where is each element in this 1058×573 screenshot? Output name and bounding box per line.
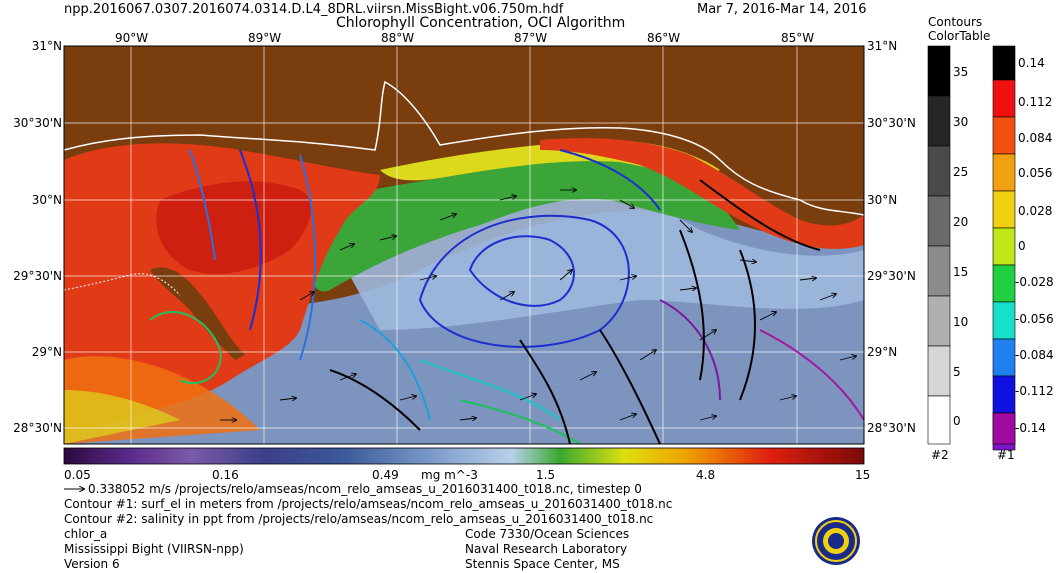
colorbar-tick: 0.05 (64, 468, 91, 482)
contour2-source: Contour #2: salinity in ppt from /projec… (64, 512, 654, 526)
ssh-tick: -0.056 (1015, 312, 1054, 326)
org-code: Code 7330/Ocean Sciences (465, 527, 630, 541)
ssh-tick: 0.112 (1018, 95, 1053, 109)
east-coastal-red (540, 138, 864, 249)
salinity-tick: 35 (953, 65, 969, 79)
salinity-tick: 15 (953, 265, 969, 279)
lon-label: 90°W (115, 31, 149, 45)
salinity-tick: 5 (953, 365, 961, 379)
ssh-tick: -0.14 (1015, 421, 1047, 435)
ssh-tick: 0.14 (1018, 56, 1045, 70)
plume-yellow (64, 390, 180, 444)
version-label: Version 6 (64, 557, 120, 571)
delta-land (150, 267, 245, 360)
ssh-colortable (992, 45, 1016, 451)
lon-label: 86°W (647, 31, 681, 45)
org-location: Stennis Space Center, MS (465, 557, 620, 571)
current-vectors (220, 190, 856, 420)
lat-label-right: 29°30'N (867, 269, 916, 283)
colorbar-tick: 0.16 (212, 468, 239, 482)
salinity-tick: 25 (953, 165, 969, 179)
ssh-tick: -0.028 (1015, 275, 1054, 289)
nrl-seal-logo (812, 517, 860, 565)
region-name: Mississippi Bight (VIIRSN-npp) (64, 542, 244, 556)
lat-label-right: 28°30'N (867, 421, 916, 435)
lon-label: 89°W (248, 31, 282, 45)
ssh-tick: 0 (1018, 239, 1026, 253)
lon-label: 87°W (514, 31, 548, 45)
ssh-tick: 0.084 (1018, 131, 1053, 145)
colortable-title: ColorTable (928, 29, 991, 43)
lat-label-left: 29°30'N (13, 269, 62, 283)
colorbar-tick: 4.8 (696, 468, 716, 482)
vector-scale-text: 0.338052 m/s /projects/relo/amseas/ncom_… (88, 482, 642, 496)
org-name: Naval Research Laboratory (465, 542, 628, 556)
lat-label-right: 30°N (867, 193, 898, 207)
graticule (64, 46, 864, 444)
ssh-tick: -0.112 (1015, 384, 1054, 398)
salinity-tick: 30 (953, 115, 969, 129)
salinity-colortable (927, 45, 951, 445)
salinity-tick: 10 (953, 315, 969, 329)
contours (149, 149, 864, 444)
colorbar-unit: mg m^-3 (421, 468, 478, 482)
lat-label-left: 31°N (31, 39, 62, 53)
lon-label: 88°W (381, 31, 415, 45)
ssh-tick: 0.056 (1018, 166, 1053, 180)
shelf-green (300, 157, 740, 292)
ssh-tick: -0.084 (1015, 348, 1054, 362)
lat-label-right: 30°30'N (867, 116, 916, 130)
lon-label: 85°W (781, 31, 815, 45)
colorbar-tick: 1.5 (536, 468, 556, 482)
contour1-source: Contour #1: surf_el in meters from /proj… (64, 497, 673, 511)
contours-title: Contours (928, 15, 983, 29)
marsh-coast (64, 273, 181, 296)
date-range: Mar 7, 2016-Mar 14, 2016 (697, 2, 867, 17)
lat-label-right: 31°N (867, 39, 898, 53)
plume-core (156, 181, 311, 274)
product-name: chlor_a (64, 527, 108, 541)
lat-label-left: 30°N (31, 193, 62, 207)
map-frame (63, 45, 865, 445)
chlorophyll-colorbar (63, 447, 865, 465)
colorbar-tick: 15 (855, 468, 871, 482)
source-filename: npp.2016067.0307.2016074.0314.D.L4_8DRL.… (64, 2, 564, 17)
ssh-tick: 0.028 (1018, 204, 1053, 218)
lat-label-left: 29°N (31, 345, 62, 359)
map-title: Chlorophyll Concentration, OCI Algorithm (336, 15, 626, 31)
ssh-bottom-swatch (992, 412, 1016, 445)
colortable-label-1: #1 (997, 448, 1015, 462)
coastline (64, 80, 864, 216)
lat-label-left: 28°30'N (13, 421, 62, 435)
lat-label-right: 29°N (867, 345, 898, 359)
colorbar-tick: 0.49 (372, 468, 399, 482)
salinity-tick: 20 (953, 215, 969, 229)
lat-label-left: 30°30'N (13, 116, 62, 130)
colortable-label-2: #2 (931, 448, 949, 462)
salinity-tick: 0 (953, 414, 961, 428)
